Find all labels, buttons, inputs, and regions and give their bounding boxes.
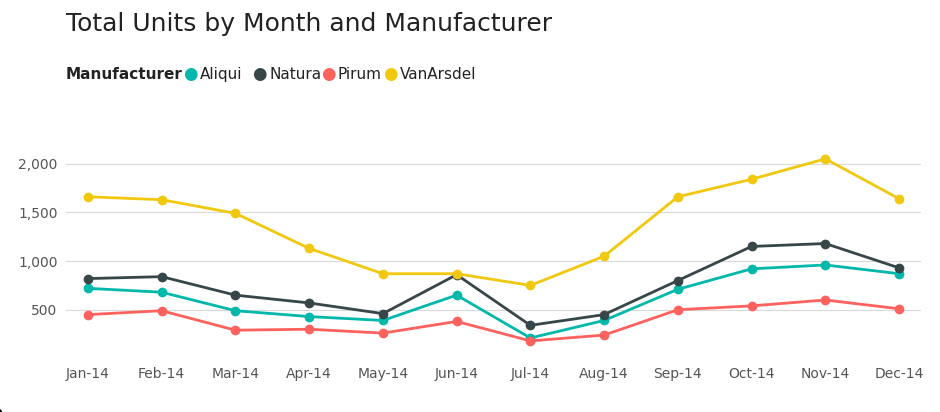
VanArsdel [229,211,241,216]
Aliqui [820,262,831,267]
Pirum [156,308,167,313]
Natura [599,312,610,317]
VanArsdel [83,194,94,199]
Aliqui [451,293,462,297]
Aliqui [304,314,315,319]
Natura [229,293,241,297]
Pirum [377,331,388,336]
Text: Pirum: Pirum [337,67,382,82]
Pirum [83,312,94,317]
Text: Manufacturer: Manufacturer [66,67,182,82]
Line: Natura: Natura [84,239,903,330]
VanArsdel [893,196,904,201]
Aliqui [525,335,536,340]
Text: Natura: Natura [269,67,321,82]
Natura [83,276,94,281]
Aliqui [746,267,758,272]
Text: VanArsdel: VanArsdel [400,67,477,82]
Aliqui [672,287,683,292]
VanArsdel [672,194,683,199]
Aliqui [156,290,167,295]
Natura [525,323,536,328]
Natura [304,300,315,305]
Line: Aliqui: Aliqui [84,261,903,342]
Natura [820,241,831,246]
VanArsdel [451,271,462,276]
Pirum [304,327,315,332]
Text: ●: ● [321,65,336,83]
Pirum [229,328,241,332]
Pirum [525,338,536,343]
Text: ●: ● [252,65,267,83]
Line: VanArsdel: VanArsdel [84,154,903,290]
VanArsdel [599,254,610,259]
Pirum [451,319,462,324]
Aliqui [599,318,610,323]
Aliqui [83,286,94,291]
VanArsdel [377,271,388,276]
VanArsdel [156,197,167,202]
Pirum [599,332,610,337]
Aliqui [229,308,241,313]
Pirum [746,303,758,308]
VanArsdel [304,246,315,251]
Natura [377,311,388,316]
Text: ●: ● [383,65,398,83]
Text: Total Units by Month and Manufacturer: Total Units by Month and Manufacturer [66,12,552,36]
Natura [156,274,167,279]
Natura [893,265,904,270]
Pirum [820,297,831,302]
Pirum [893,306,904,311]
Natura [451,272,462,277]
VanArsdel [746,177,758,182]
Natura [672,278,683,283]
VanArsdel [820,156,831,161]
Aliqui [377,318,388,323]
Text: ●: ● [183,65,197,83]
Text: Aliqui: Aliqui [200,67,243,82]
Line: Pirum: Pirum [84,296,903,345]
Aliqui [893,271,904,276]
Natura [746,244,758,249]
VanArsdel [525,283,536,288]
Pirum [672,307,683,312]
